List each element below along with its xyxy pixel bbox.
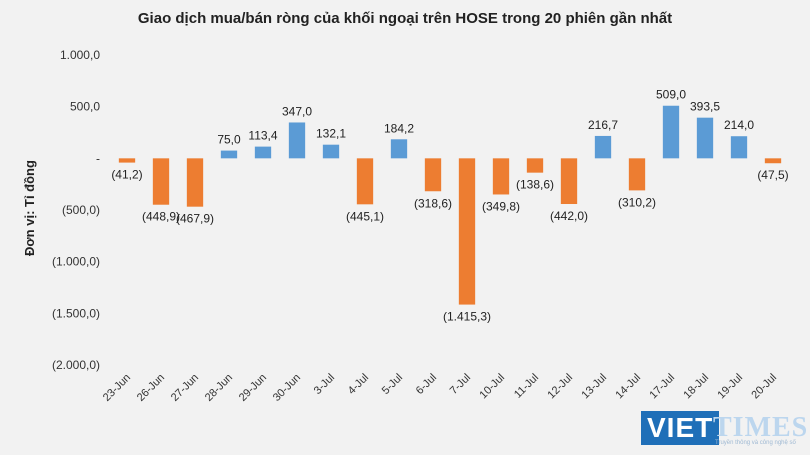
bar	[424, 158, 442, 192]
bar	[730, 136, 748, 159]
x-tick-label: 11-Jul	[512, 372, 541, 401]
data-label: (318,6)	[414, 196, 452, 210]
x-tick-label: 10-Jul	[477, 372, 507, 402]
x-tick-label: 29-Jun	[237, 372, 269, 404]
data-label: (442,0)	[550, 209, 588, 223]
data-label: 509,0	[656, 88, 686, 102]
data-label: (349,8)	[482, 199, 520, 213]
data-label: 132,1	[316, 127, 346, 141]
y-tick-label: 1.000,0	[60, 48, 100, 62]
x-tick-label: 13-Jul	[579, 372, 609, 402]
bar	[288, 122, 306, 159]
data-label: 75,0	[217, 133, 241, 147]
bar	[254, 146, 272, 159]
data-label: (47,5)	[757, 168, 788, 182]
data-label: (448,9)	[142, 210, 180, 224]
y-axis-title: Đơn vị: Tỉ đồng	[22, 160, 37, 256]
bar	[560, 158, 578, 205]
x-tick-label: 12-Jul	[545, 372, 575, 402]
x-axis: 23-Jun 26-Jun 27-Jun 28-Jun 29-Jun 30-Jun 3-Ju…	[101, 372, 779, 404]
logo-times: TIMES	[713, 412, 809, 443]
data-labels-group: (41,2) (448,9)(467,9) 75,0 113,4 347,0 132,1 (…	[111, 88, 788, 324]
y-axis: 1.000,0 500,0 - (500,0) (1.000,0) (1.500,0) (2…	[52, 48, 100, 372]
bar	[628, 158, 646, 191]
data-label: (1.415,3)	[443, 310, 491, 324]
bar	[220, 150, 238, 159]
x-tick-label: 27-Jun	[169, 372, 201, 404]
x-tick-label: 6-Jul	[414, 372, 439, 397]
y-tick-label: (500,0)	[62, 203, 100, 217]
x-tick-label: 26-Jun	[135, 372, 167, 404]
x-tick-label: 18-Jul	[681, 372, 711, 402]
data-label: 184,2	[384, 121, 414, 135]
bar	[662, 105, 680, 159]
data-label: 393,5	[690, 100, 720, 114]
x-tick-label: 17-Jul	[647, 372, 677, 402]
data-label: (41,2)	[111, 168, 142, 182]
y-tick-label: 500,0	[70, 100, 100, 114]
data-label: 113,4	[248, 129, 277, 143]
bar	[492, 158, 510, 195]
x-tick-label: 4-Jul	[346, 372, 371, 397]
data-label: 214,0	[724, 118, 754, 132]
x-tick-label: 7-Jul	[448, 372, 473, 397]
y-tick-label: (1.500,0)	[52, 306, 100, 320]
y-tick-label: (2.000,0)	[52, 358, 100, 372]
bar	[526, 158, 544, 173]
bar	[458, 158, 476, 305]
bar	[594, 135, 612, 159]
x-tick-label: 5-Jul	[380, 372, 405, 397]
data-label: (445,1)	[346, 209, 384, 223]
x-tick-label: 3-Jul	[312, 372, 337, 397]
data-label: 347,0	[282, 104, 312, 118]
x-tick-label: 20-Jul	[749, 372, 779, 402]
bar	[764, 158, 782, 164]
bar	[390, 139, 408, 159]
x-tick-label: 23-Jun	[101, 372, 133, 404]
logo-tagline: Truyền thông và công nghệ số	[715, 440, 796, 446]
bar	[322, 144, 340, 159]
x-tick-label: 14-Jul	[613, 372, 643, 402]
data-label: (138,6)	[516, 178, 554, 192]
x-tick-label: 30-Jun	[271, 372, 303, 404]
bar	[118, 158, 136, 163]
bar	[356, 158, 374, 205]
x-tick-label: 19-Jul	[715, 372, 745, 402]
y-tick-label: (1.000,0)	[52, 255, 100, 269]
bars-group	[118, 105, 782, 305]
bar	[696, 117, 714, 159]
chart-title: Giao dịch mua/bán ròng của khối ngoại tr…	[137, 10, 673, 27]
x-tick-label: 28-Jun	[203, 372, 235, 404]
bar	[152, 158, 170, 205]
data-label: (310,2)	[618, 195, 656, 209]
y-tick-label: -	[96, 151, 100, 165]
logo-viet: VIET	[641, 411, 720, 445]
viettimes-logo: VIET TIMES Truyền thông và công nghệ số	[641, 408, 807, 450]
data-label: 216,7	[588, 118, 618, 132]
data-label: (467,9)	[176, 212, 214, 226]
bar	[186, 158, 204, 207]
